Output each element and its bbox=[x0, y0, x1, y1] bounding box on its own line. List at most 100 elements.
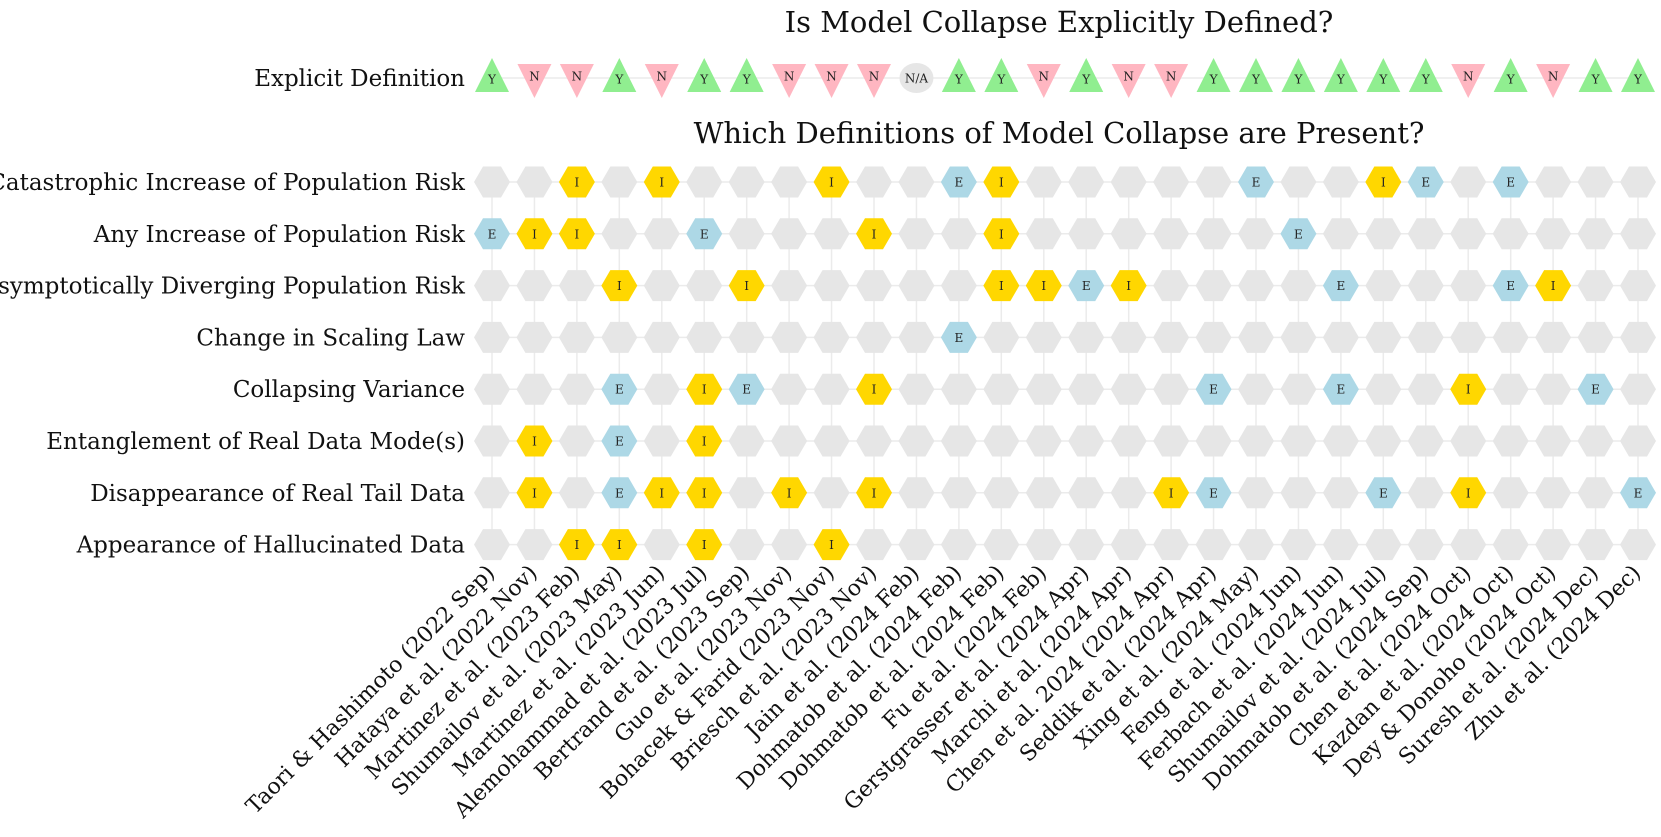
hexagon-marker bbox=[1535, 270, 1572, 302]
explicit-definition-marker: N bbox=[517, 64, 552, 98]
triangle-up-marker bbox=[1578, 58, 1613, 92]
definition-cell bbox=[940, 477, 977, 509]
hexagon-marker bbox=[856, 425, 892, 457]
hexagon-marker bbox=[643, 477, 680, 509]
definition-cell bbox=[1322, 425, 1359, 457]
definition-cell: E bbox=[601, 425, 638, 457]
marker-label: N bbox=[529, 70, 540, 84]
hexagon-marker bbox=[771, 321, 808, 353]
definition-cell bbox=[898, 373, 935, 405]
marker-label: E bbox=[1506, 176, 1515, 190]
definition-cell: I bbox=[601, 270, 638, 302]
hexagon-marker bbox=[686, 270, 723, 302]
definition-cell bbox=[1280, 321, 1317, 353]
definition-cell bbox=[983, 321, 1020, 353]
definition-cell bbox=[856, 166, 892, 198]
hexagon-marker bbox=[1025, 218, 1062, 250]
hexagon-marker bbox=[1365, 270, 1402, 302]
definition-cell bbox=[1025, 529, 1062, 561]
definition-cell bbox=[1238, 321, 1274, 353]
hexagon-marker bbox=[558, 321, 595, 353]
triangle-up-marker bbox=[1493, 58, 1528, 92]
definition-cell bbox=[516, 373, 553, 405]
definition-cell bbox=[1153, 321, 1190, 353]
marker-label: I bbox=[575, 227, 580, 241]
hexagon-marker bbox=[1068, 166, 1105, 198]
hexagon-marker bbox=[898, 166, 935, 198]
definition-cell bbox=[1492, 218, 1529, 250]
row-label: Any Increase of Population Risk bbox=[93, 222, 466, 248]
hexagon-marker bbox=[558, 166, 595, 198]
hexagon-marker bbox=[728, 270, 765, 302]
marker-label: E bbox=[1421, 176, 1430, 190]
definition-cell bbox=[771, 373, 808, 405]
hexagon-marker bbox=[1068, 270, 1105, 302]
hexagon-marker bbox=[1110, 425, 1147, 457]
marker-label: Y bbox=[1081, 73, 1091, 87]
marker-label: N bbox=[1039, 70, 1050, 84]
hexagon-marker bbox=[1577, 529, 1614, 561]
hexagon-marker bbox=[1407, 270, 1444, 302]
definition-cell bbox=[1492, 477, 1529, 509]
definition-cell bbox=[474, 425, 510, 457]
hexagon-marker bbox=[1492, 218, 1529, 250]
hexagon-marker bbox=[856, 373, 892, 405]
definition-cell: I bbox=[1535, 270, 1572, 302]
hexagon-marker bbox=[558, 270, 595, 302]
definition-cell bbox=[1280, 166, 1317, 198]
explicit-definition-marker: N bbox=[772, 64, 807, 98]
marker-label: I bbox=[702, 538, 707, 552]
hexagon-marker bbox=[643, 218, 680, 250]
definition-cell: I bbox=[516, 218, 553, 250]
explicit-definition-marker: Y bbox=[1408, 58, 1443, 92]
hexagon-marker bbox=[1322, 321, 1359, 353]
definition-cell bbox=[1322, 529, 1359, 561]
marker-label: I bbox=[1126, 279, 1131, 293]
hexagon-marker bbox=[1195, 529, 1232, 561]
marker-label: Y bbox=[1336, 73, 1346, 87]
triangle-down-marker bbox=[644, 64, 679, 98]
hexagon-marker bbox=[643, 373, 680, 405]
definition-cell bbox=[1025, 373, 1062, 405]
hexagon-marker bbox=[1153, 218, 1190, 250]
hexagon-marker bbox=[1535, 166, 1572, 198]
definition-cell: I bbox=[686, 425, 723, 457]
hexagon-marker bbox=[558, 425, 595, 457]
definition-cell: I bbox=[516, 477, 553, 509]
definition-cell bbox=[1110, 373, 1147, 405]
definition-cell bbox=[1025, 218, 1062, 250]
definition-cell bbox=[1025, 321, 1062, 353]
hexagon-marker bbox=[1153, 321, 1190, 353]
title-definitions-present: Which Definitions of Model Collapse are … bbox=[694, 116, 1425, 150]
definition-cell: I bbox=[813, 529, 850, 561]
definition-cell: E bbox=[1492, 166, 1529, 198]
marker-label: Y bbox=[1421, 73, 1431, 87]
marker-label: I bbox=[999, 279, 1004, 293]
hexagon-marker bbox=[983, 529, 1020, 561]
marker-label: I bbox=[829, 176, 834, 190]
hexagon-marker bbox=[1110, 529, 1147, 561]
definition-cell bbox=[813, 477, 850, 509]
triangle-up-marker bbox=[1323, 58, 1358, 92]
definition-cell bbox=[771, 166, 808, 198]
definition-cell bbox=[1025, 166, 1062, 198]
definition-cell bbox=[1535, 529, 1572, 561]
hexagon-marker bbox=[856, 270, 892, 302]
hexagon-marker bbox=[686, 321, 723, 353]
hexagon-marker bbox=[1322, 218, 1359, 250]
definition-cell bbox=[1407, 218, 1444, 250]
definition-cell bbox=[813, 270, 850, 302]
explicit-definition-marker: Y bbox=[1281, 58, 1316, 92]
definition-cell bbox=[1620, 270, 1656, 302]
explicit-definition-marker: N/A bbox=[899, 63, 934, 93]
hexagon-marker bbox=[1620, 321, 1656, 353]
definition-cell bbox=[1238, 477, 1274, 509]
definition-cell bbox=[1450, 218, 1487, 250]
hexagon-marker bbox=[1025, 166, 1062, 198]
definition-cell bbox=[771, 425, 808, 457]
definition-cell: I bbox=[813, 166, 850, 198]
marker-label: E bbox=[1506, 279, 1515, 293]
explicit-definition-marker: N bbox=[1111, 64, 1146, 98]
definition-cell bbox=[940, 270, 977, 302]
explicit-definition-marker: Y bbox=[1493, 58, 1528, 92]
